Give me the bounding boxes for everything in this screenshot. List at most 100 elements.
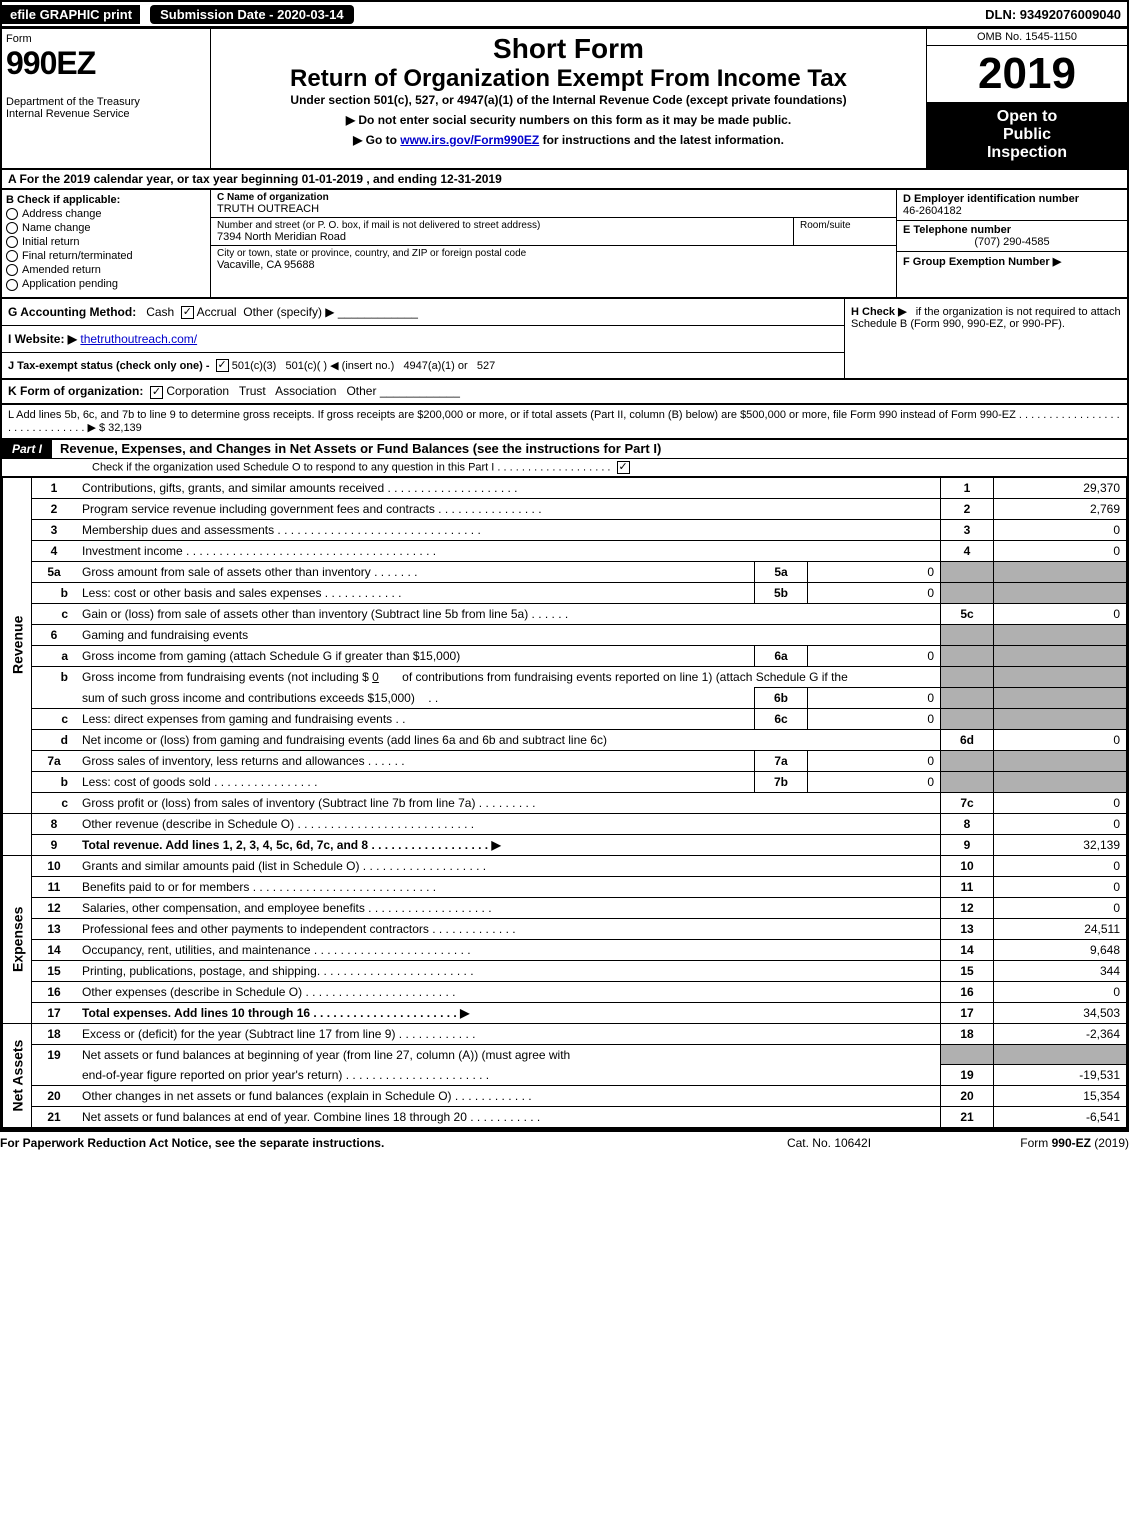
line17-desc: Total expenses. Add lines 10 through 16 …: [82, 1006, 469, 1020]
line6d-num: d: [32, 729, 77, 750]
line20-rval: 15,354: [994, 1086, 1127, 1107]
line21-desc: Net assets or fund balances at end of ye…: [76, 1107, 941, 1128]
phone-value: (707) 290-4585: [903, 236, 1121, 248]
ein-label: D Employer identification number: [903, 193, 1121, 205]
line4-rnum: 4: [941, 540, 994, 561]
line7c-rval: 0: [994, 792, 1127, 813]
page-footer: For Paperwork Reduction Act Notice, see …: [0, 1130, 1129, 1154]
header-left: Form 990EZ Department of the Treasury In…: [2, 29, 211, 168]
open-public-inspection: Open to Public Inspection: [927, 102, 1127, 168]
line7b-inum: 7b: [755, 771, 808, 792]
line11-desc: Benefits paid to or for members . . . . …: [76, 876, 941, 897]
accounting-section: G Accounting Method: Cash Accrual Other …: [0, 299, 1129, 381]
line5a-ival: 0: [808, 561, 941, 582]
line2-rnum: 2: [941, 498, 994, 519]
line17-rval: 34,503: [994, 1002, 1127, 1023]
line10-desc: Grants and similar amounts paid (list in…: [76, 855, 941, 876]
accrual-check[interactable]: [181, 306, 194, 319]
tax-year: 2019: [927, 46, 1127, 102]
line6d-desc: Net income or (loss) from gaming and fun…: [76, 729, 941, 750]
check-name-change[interactable]: Name change: [6, 222, 206, 234]
irs-link[interactable]: www.irs.gov/Form990EZ: [400, 133, 539, 147]
line15-num: 15: [32, 960, 77, 981]
check-address-change[interactable]: Address change: [6, 208, 206, 220]
501c-label: 501(c)( ) ◀ (insert no.): [286, 360, 395, 372]
check-initial-return[interactable]: Initial return: [6, 236, 206, 248]
line6b-desc1: Gross income from fundraising events (no…: [82, 670, 369, 684]
line1-num: 1: [32, 477, 77, 498]
check-amended-return[interactable]: Amended return: [6, 264, 206, 276]
line6b-num: b: [32, 666, 77, 708]
line12-rval: 0: [994, 897, 1127, 918]
line15-desc: Printing, publications, postage, and shi…: [76, 960, 941, 981]
final-return-label: Final return/terminated: [22, 250, 133, 262]
form-header: Form 990EZ Department of the Treasury In…: [0, 29, 1129, 170]
line5a-num: 5a: [32, 561, 77, 582]
other-specify-label: Other (specify) ▶: [243, 305, 334, 319]
tax-year-period: A For the 2019 calendar year, or tax yea…: [0, 170, 1129, 190]
amended-return-label: Amended return: [22, 264, 101, 276]
city-value: Vacaville, CA 95688: [217, 259, 890, 271]
line7c-num: c: [32, 792, 77, 813]
line13-rnum: 13: [941, 918, 994, 939]
check-application-pending[interactable]: Application pending: [6, 278, 206, 290]
line1-desc: Contributions, gifts, grants, and simila…: [76, 477, 941, 498]
line16-num: 16: [32, 981, 77, 1002]
line6a-ival: 0: [808, 645, 941, 666]
goto-instructions: ▶ Go to www.irs.gov/Form990EZ for instru…: [215, 133, 922, 147]
other-label: Other: [346, 384, 376, 398]
submission-date: Submission Date - 2020-03-14: [150, 5, 354, 24]
website-link[interactable]: thetruthoutreach.com/: [80, 332, 197, 346]
line19-desc-row2: end-of-year figure reported on prior yea…: [76, 1065, 941, 1086]
form-label: Form: [6, 33, 206, 45]
corp-label: Corporation: [166, 384, 229, 398]
line6-desc: Gaming and fundraising events: [76, 624, 941, 645]
room-label: Room/suite: [800, 220, 890, 231]
line9-num: 9: [32, 834, 77, 855]
check-final-return[interactable]: Final return/terminated: [6, 250, 206, 262]
line7b-shaded-val: [994, 771, 1127, 792]
line10-num: 10: [32, 855, 77, 876]
accrual-label: Accrual: [197, 305, 237, 319]
form-prefix: Form: [1020, 1136, 1051, 1150]
line17-rnum: 17: [941, 1002, 994, 1023]
line6c-desc: Less: direct expenses from gaming and fu…: [76, 708, 755, 729]
corp-check[interactable]: [150, 386, 163, 399]
line21-rval: -6,541: [994, 1107, 1127, 1128]
line7b-ival: 0: [808, 771, 941, 792]
form-year-footer: (2019): [1091, 1136, 1129, 1150]
netassets-vertical-label: Net Assets: [3, 1023, 32, 1128]
line5a-desc: Gross amount from sale of assets other t…: [76, 561, 755, 582]
h-label: H Check ▶: [851, 306, 907, 318]
ssn-note: ▶ Do not enter social security numbers o…: [215, 113, 922, 127]
sched-o-check[interactable]: [617, 461, 630, 474]
line11-num: 11: [32, 876, 77, 897]
line19-shaded: [941, 1044, 994, 1065]
line7b-num: b: [32, 771, 77, 792]
line18-desc: Excess or (deficit) for the year (Subtra…: [76, 1023, 941, 1044]
l-text: L Add lines 5b, 6c, and 7b to line 9 to …: [8, 409, 1120, 434]
sched-o-text: Check if the organization used Schedule …: [92, 461, 611, 473]
line6c-shaded: [941, 708, 994, 729]
line7c-desc: Gross profit or (loss) from sales of inv…: [76, 792, 941, 813]
dept-treasury: Department of the Treasury: [6, 96, 206, 108]
line9-rval: 32,139: [994, 834, 1127, 855]
line9-rnum: 9: [941, 834, 994, 855]
line21-rnum: 21: [941, 1107, 994, 1128]
header-center: Short Form Return of Organization Exempt…: [211, 29, 926, 168]
line6a-num: a: [32, 645, 77, 666]
line18-rnum: 18: [941, 1023, 994, 1044]
part1-section: Part I Revenue, Expenses, and Changes in…: [0, 440, 1129, 1131]
527-label: 527: [477, 360, 495, 372]
inspection-label: Inspection: [933, 144, 1121, 162]
efile-label[interactable]: efile GRAPHIC print: [2, 5, 140, 24]
line5b-num: b: [32, 582, 77, 603]
line5b-desc: Less: cost or other basis and sales expe…: [76, 582, 755, 603]
line6-shaded: [941, 624, 994, 645]
line5b-shaded-val: [994, 582, 1127, 603]
line17-num: 17: [32, 1002, 77, 1023]
line6c-ival: 0: [808, 708, 941, 729]
revenue-table: Revenue 1 Contributions, gifts, grants, …: [2, 477, 1127, 1129]
line6b-desc-row2: sum of such gross income and contributio…: [76, 687, 755, 708]
501c3-check[interactable]: [216, 359, 229, 372]
